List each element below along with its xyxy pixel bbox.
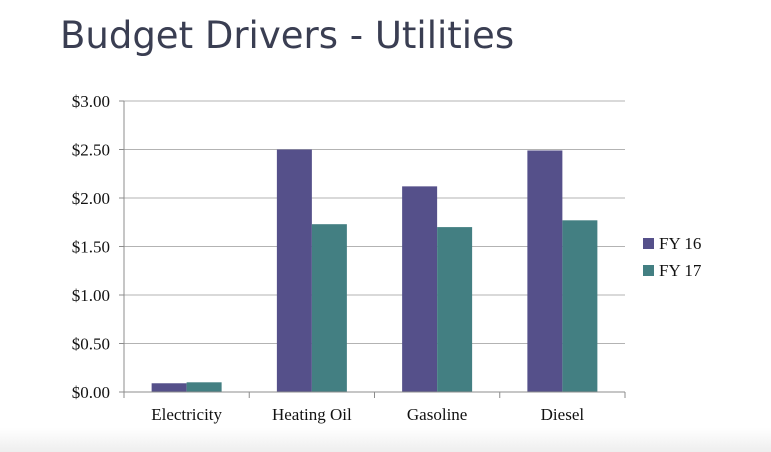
- axes: [119, 100, 626, 398]
- labels: $0.00 $0.50 $1.00 $1.50 $2.00 $2.50 $3.00 Elect…: [72, 92, 585, 424]
- bar-fy-16-heating-oil: [276, 149, 312, 392]
- bar-fy-16-electricity: [151, 383, 187, 392]
- y-tick-label: $2.00: [72, 189, 110, 208]
- bar-fy-17-electricity: [186, 382, 222, 392]
- legend-swatch: [643, 238, 654, 249]
- bar-fy-16-gasoline: [402, 186, 438, 392]
- bar-fy-17-diesel: [562, 220, 598, 392]
- x-category-label: Electricity: [151, 405, 222, 424]
- legend: FY 16 FY 17: [643, 234, 702, 280]
- footer-band: [0, 428, 771, 452]
- y-tick-label: $1.50: [72, 238, 110, 257]
- bar-fy-17-gasoline: [437, 227, 473, 392]
- legend-swatch: [643, 265, 654, 276]
- x-category-label: Heating Oil: [272, 405, 352, 424]
- y-tick-label: $0.00: [72, 383, 110, 402]
- legend-label: FY 17: [659, 261, 702, 280]
- bars: [151, 149, 598, 392]
- x-category-label: Diesel: [541, 405, 585, 424]
- y-tick-label: $2.50: [72, 141, 110, 160]
- y-tick-label: $0.50: [72, 335, 110, 354]
- y-tick-label: $1.00: [72, 286, 110, 305]
- x-category-label: Gasoline: [407, 405, 467, 424]
- gridlines: [124, 100, 625, 344]
- slide-title: Budget Drivers - Utilities: [60, 14, 515, 57]
- bar-fy-16-diesel: [527, 150, 563, 392]
- bar-fy-17-heating-oil: [311, 224, 347, 392]
- y-tick-label: $3.00: [72, 92, 110, 111]
- legend-label: FY 16: [659, 234, 701, 253]
